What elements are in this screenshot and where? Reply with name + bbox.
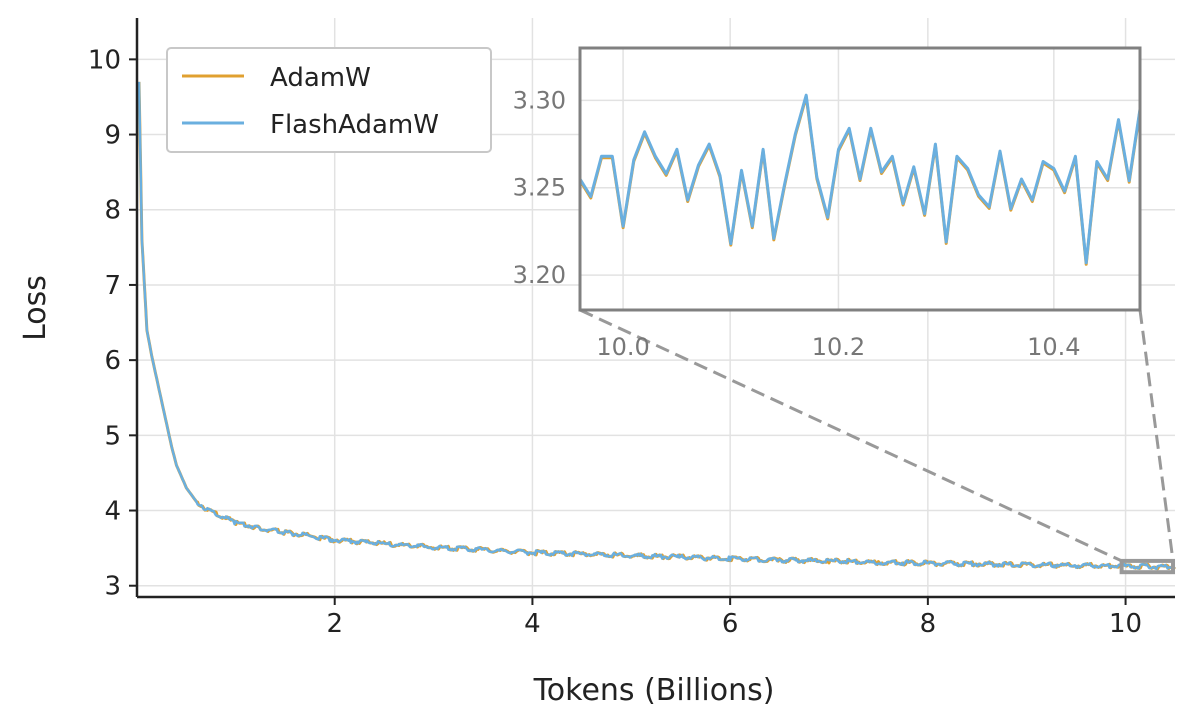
y-tick-label: 10 <box>88 45 121 75</box>
main-ticks: 2 4 6 8 10 3 4 5 6 7 8 9 10 <box>88 45 1142 639</box>
y-tick-label: 8 <box>104 196 121 226</box>
y-tick-label: 6 <box>104 346 121 376</box>
main-series-lines <box>137 81 1177 571</box>
zoom-connector-left <box>579 308 1123 563</box>
y-tick-label: 3 <box>104 572 121 602</box>
legend-box <box>166 47 492 153</box>
inset-line-flashadamw <box>578 93 1142 265</box>
zoom-connector-right <box>1138 309 1175 562</box>
inset-y-tick-label: 3.20 <box>513 261 566 289</box>
legend-label-flashadamw: FlashAdamW <box>270 110 439 140</box>
x-axis-label: Tokens (Billions) <box>533 673 775 708</box>
legend: AdamW FlashAdamW <box>166 47 492 153</box>
series-line-flashadamw <box>137 81 1176 571</box>
x-tick-label: 4 <box>524 609 541 639</box>
inset-frame <box>578 46 1142 312</box>
y-tick-label: 4 <box>104 497 121 527</box>
main-axes <box>135 18 1175 599</box>
inset-ticks: 10.0 10.2 10.4 3.20 3.25 3.30 <box>513 86 1081 361</box>
inset-y-tick-label: 3.30 <box>513 86 566 114</box>
legend-label-adamw: AdamW <box>270 63 371 93</box>
zoom-indicator <box>579 308 1176 575</box>
inset-grid <box>580 48 1140 310</box>
x-tick-label: 6 <box>722 609 739 639</box>
x-tick-label: 10 <box>1109 609 1142 639</box>
y-tick-label: 5 <box>104 421 121 451</box>
inset-x-tick-label: 10.2 <box>812 333 865 361</box>
x-tick-label: 2 <box>326 609 343 639</box>
inset-x-tick-label: 10.4 <box>1027 333 1080 361</box>
inset-zoom-plot: 10.0 10.2 10.4 3.20 3.25 3.30 <box>513 46 1142 361</box>
inset-y-tick-label: 3.25 <box>513 174 566 202</box>
y-tick-label: 9 <box>104 121 121 151</box>
x-tick-label: 8 <box>920 609 937 639</box>
inset-series-lines <box>578 93 1142 266</box>
inset-x-tick-label: 10.0 <box>596 333 649 361</box>
y-axis-label: Loss <box>18 275 53 341</box>
y-tick-label: 7 <box>104 271 121 301</box>
zoom-region-box <box>1119 558 1176 575</box>
